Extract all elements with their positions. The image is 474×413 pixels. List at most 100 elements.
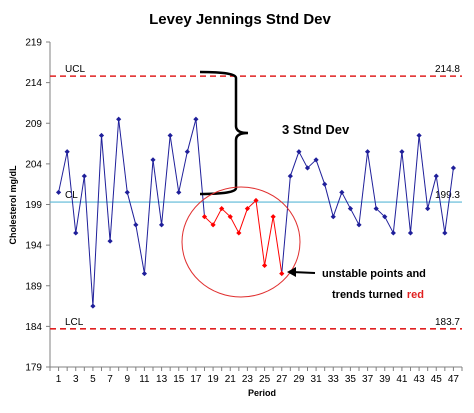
ucl-label: UCL	[65, 64, 85, 75]
series-segment	[392, 151, 403, 233]
series-segment	[161, 135, 171, 225]
series-segment	[324, 184, 334, 217]
data-point	[287, 173, 293, 179]
x-tick-label: 31	[311, 374, 323, 385]
series-segment	[384, 216, 394, 234]
unstable-data-point	[236, 230, 242, 236]
series-segment	[367, 151, 377, 209]
y-tick-label: 209	[25, 119, 42, 130]
y-tick-label: 199	[25, 200, 42, 211]
series-segment	[229, 216, 240, 234]
curly-brace-icon	[199, 70, 249, 196]
series-segment	[307, 159, 317, 169]
unstable-data-point	[219, 205, 225, 212]
series-segment	[238, 208, 248, 234]
x-tick-label: 13	[156, 374, 168, 385]
series-segment	[247, 200, 257, 209]
x-tick-label: 47	[448, 374, 460, 385]
series-segment	[332, 192, 343, 217]
series-segment	[109, 119, 120, 242]
data-point	[416, 132, 422, 139]
series-segment	[204, 216, 214, 226]
series-segment	[75, 175, 85, 234]
data-point	[150, 157, 156, 163]
data-point	[55, 189, 62, 195]
data-point	[450, 165, 457, 171]
unstable-data-point	[261, 262, 268, 269]
data-point	[133, 222, 139, 228]
data-point	[184, 149, 190, 155]
unstable-data-point	[210, 222, 216, 228]
data-point	[81, 173, 87, 179]
data-point	[304, 165, 311, 171]
series-segment	[83, 176, 94, 307]
data-point	[382, 214, 388, 220]
x-tick-label: 1	[56, 374, 62, 385]
data-point	[330, 214, 336, 220]
x-tick-label: 17	[190, 374, 202, 385]
x-tick-label: 33	[328, 374, 340, 385]
series-segment	[281, 176, 291, 274]
series-segment	[118, 119, 128, 193]
x-tick-label: 39	[379, 374, 391, 385]
data-point	[141, 270, 148, 277]
unstable-data-point	[270, 214, 276, 220]
series-segment	[178, 151, 188, 193]
y-tick-label: 189	[25, 281, 42, 292]
x-tick-label: 11	[139, 374, 150, 385]
chart-title: Levey Jennings Stnd Dev	[149, 11, 331, 28]
series-segment	[375, 208, 386, 218]
series-segment	[272, 216, 283, 274]
data-point	[322, 181, 328, 187]
x-tick-label: 23	[242, 374, 254, 385]
data-point	[193, 116, 199, 122]
data-point	[442, 230, 448, 236]
y-tick-label: 194	[25, 241, 42, 252]
x-tick-label: 27	[276, 374, 288, 385]
data-point	[390, 230, 396, 236]
stnd-dev-annotation: 3 Stnd Dev	[199, 70, 350, 196]
data-point	[399, 149, 405, 155]
x-axis-ticks: 1 3 5 7 9 11 13 15 17 19 21 23 25 27 29 31 33 35 37 39 41 43 4…	[49, 367, 463, 385]
lcl-label: LCL	[65, 317, 84, 328]
series-segment	[221, 208, 231, 218]
unstable-data-point	[279, 270, 285, 277]
y-tick-label: 219	[25, 38, 42, 49]
x-tick-label: 35	[345, 374, 357, 385]
data-point	[433, 173, 439, 179]
series-segment	[152, 159, 163, 225]
data-series	[55, 116, 457, 309]
series-segment	[101, 135, 111, 242]
data-point	[158, 222, 165, 228]
arrow-head-icon	[287, 267, 296, 277]
plot-area	[49, 42, 462, 368]
unstable-label-line2: trends turned red	[332, 289, 424, 301]
y-tick-label: 214	[25, 78, 42, 89]
series-segment	[341, 192, 351, 209]
data-point	[124, 189, 130, 195]
data-point	[347, 205, 354, 212]
x-tick-label: 37	[362, 374, 374, 385]
highlight-circle	[181, 186, 301, 298]
x-tick-label: 21	[225, 374, 237, 385]
series-segment	[92, 135, 102, 307]
series-segment	[358, 151, 369, 225]
data-point	[356, 222, 362, 228]
data-point	[73, 230, 79, 236]
data-point	[107, 238, 113, 244]
unstable-label-prefix: trends turned	[332, 289, 403, 301]
x-tick-label: 3	[73, 374, 79, 385]
y-axis-label: Cholesterol mg/dL	[8, 165, 18, 245]
series-segment	[66, 151, 77, 233]
x-tick-label: 7	[107, 374, 113, 385]
series-segment	[418, 135, 429, 209]
stnd-dev-label: 3 Stnd Dev	[282, 122, 350, 137]
x-tick-label: 5	[90, 374, 96, 385]
y-axis-ticks: 179 184 189 194 199 204 209 214 219	[25, 38, 50, 374]
data-point	[116, 116, 122, 122]
data-point	[296, 149, 302, 155]
series-segment	[289, 151, 300, 177]
y-tick-label: 204	[25, 159, 42, 170]
